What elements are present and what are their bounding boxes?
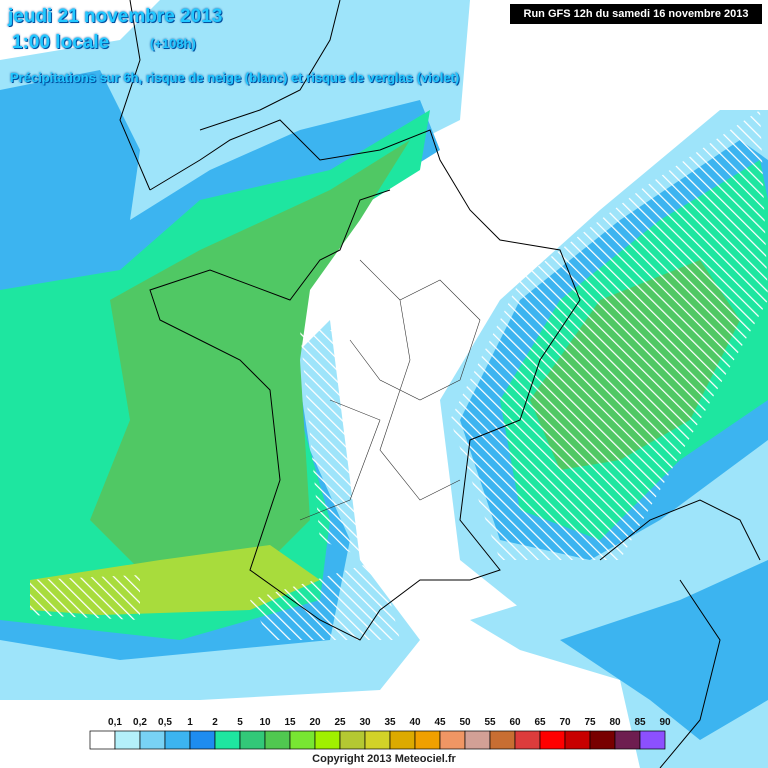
run-info: Run GFS 12h du samedi 16 novembre 2013 (510, 4, 762, 24)
legend-label: 85 (634, 717, 646, 728)
legend-swatch (489, 730, 516, 750)
legend-swatch (189, 730, 216, 750)
time: 1:00 locale (12, 32, 110, 53)
legend-label: 30 (359, 717, 371, 728)
legend-label: 70 (559, 717, 571, 728)
legend-label: 1 (187, 717, 193, 728)
legend-label: 75 (584, 717, 596, 728)
legend-swatch (289, 730, 316, 750)
legend-label: 90 (659, 717, 671, 728)
legend-label: 0,2 (133, 717, 147, 728)
legend-swatch (364, 730, 391, 750)
legend-swatch (539, 730, 566, 750)
lead-time: (+108h) (150, 36, 196, 51)
legend-swatch (339, 730, 366, 750)
legend-swatch (89, 730, 116, 750)
legend-label: 0,1 (108, 717, 122, 728)
legend-swatch (314, 730, 341, 750)
legend-swatch (164, 730, 191, 750)
legend-swatch (514, 730, 541, 750)
copyright: Copyright 2013 Meteociel.fr (312, 753, 456, 765)
legend-label: 0,5 (158, 717, 172, 728)
legend-label: 15 (284, 717, 296, 728)
legend-swatch (114, 730, 141, 750)
legend-swatch (239, 730, 266, 750)
legend-swatch (464, 730, 491, 750)
legend-swatch (214, 730, 241, 750)
legend-swatch (389, 730, 416, 750)
legend-swatch (589, 730, 616, 750)
legend-label: 20 (309, 717, 321, 728)
legend-swatch (439, 730, 466, 750)
legend-label: 65 (534, 717, 546, 728)
legend-label: 50 (459, 717, 471, 728)
snow-hatch-south (30, 330, 400, 640)
legend-label: 5 (237, 717, 243, 728)
legend-label: 80 (609, 717, 621, 728)
legend: 0,1 0,2 0,5 1 2 5 10 15 20 25 30 35 40 45 50 55 60 65 70 75… (89, 717, 671, 750)
coastline (149, 119, 581, 641)
borders (299, 259, 481, 521)
precip-green (90, 140, 410, 580)
precip-south-blue (560, 560, 768, 740)
legend-swatch (639, 730, 666, 750)
subtitle: Précipitations sur 6h, risque de neige (… (10, 70, 460, 85)
legend-label: 60 (509, 717, 521, 728)
legend-swatch (264, 730, 291, 750)
legend-swatch (564, 730, 591, 750)
date: jeudi 21 novembre 2013 (8, 6, 223, 27)
legend-label: 2 (212, 717, 218, 728)
legend-swatch (139, 730, 166, 750)
legend-label: 10 (259, 717, 271, 728)
legend-swatch (614, 730, 641, 750)
legend-label: 35 (384, 717, 396, 728)
legend-label: 40 (409, 717, 421, 728)
coastline-uk (119, 0, 341, 191)
legend-label: 25 (334, 717, 346, 728)
legend-swatch (414, 730, 441, 750)
coastline-italy (599, 499, 761, 768)
legend-label: 45 (434, 717, 446, 728)
snow-hatch-east (450, 110, 768, 560)
legend-label: 55 (484, 717, 496, 728)
